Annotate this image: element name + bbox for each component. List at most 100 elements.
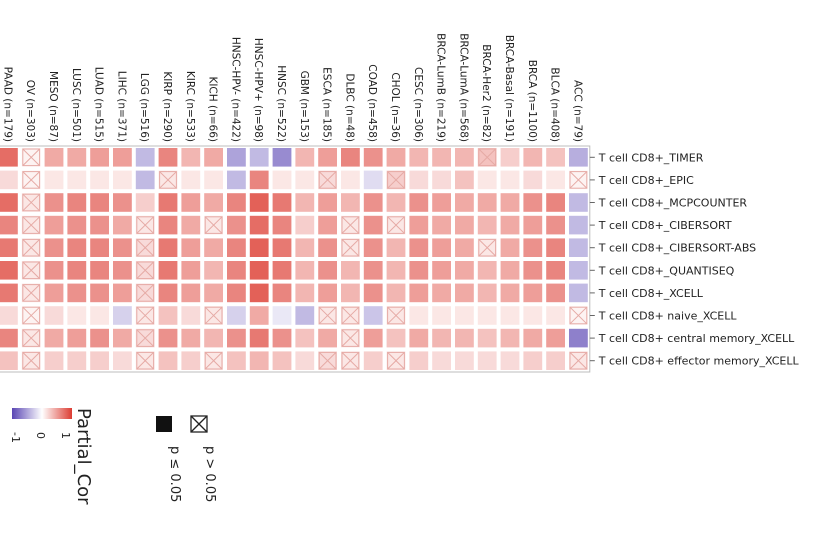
heatmap-cell — [477, 351, 497, 370]
insignificant-cross — [22, 306, 41, 325]
heatmap-cell — [432, 170, 451, 190]
heatmap-cell — [318, 238, 337, 257]
heatmap-cell — [546, 306, 565, 325]
insignificant-cross — [341, 351, 360, 370]
heatmap-cell — [90, 328, 109, 348]
heatmap-cell — [546, 283, 565, 303]
insignificant-cross-line — [478, 239, 496, 257]
heatmap-cell — [204, 328, 223, 348]
heatmap-cell — [227, 261, 246, 280]
heatmap-cell — [409, 283, 429, 303]
column-label: BRCA-LumB (n=219) — [435, 33, 447, 142]
heatmap-cell — [67, 170, 87, 190]
heatmap-cell — [455, 306, 474, 325]
insignificant-cross — [136, 329, 155, 347]
significant-square-icon — [156, 416, 172, 432]
insignificant-cross — [22, 148, 41, 167]
heatmap-cell — [67, 306, 87, 325]
heatmap-cell — [113, 148, 132, 167]
insignificant-cross-line — [387, 306, 405, 325]
heatmap-cell — [455, 351, 474, 370]
heatmap-cell — [181, 283, 201, 303]
heatmap-cell — [455, 170, 474, 190]
heatmap-cell — [523, 306, 543, 325]
heatmap-cell — [523, 283, 543, 303]
insignificant-cross — [341, 306, 360, 325]
insignificant-cross — [318, 351, 337, 370]
insignificant-cross — [478, 238, 497, 257]
insignificant-cross-line — [341, 329, 360, 347]
insignificant-cross — [22, 351, 41, 370]
column-label: BRCA-LumA (n=568) — [457, 33, 469, 142]
heatmap-cell — [318, 328, 337, 348]
heatmap-cell — [249, 170, 269, 190]
heatmap-cell — [67, 351, 87, 370]
heatmap-cell — [67, 261, 87, 280]
heatmap-cell — [249, 215, 269, 235]
heatmap-cell — [113, 215, 132, 235]
insignificant-cross — [204, 351, 223, 370]
heatmap-cell — [386, 148, 406, 167]
heatmap-cell — [546, 215, 565, 235]
heatmap-cell — [386, 261, 406, 280]
insignificant-cross-line — [318, 306, 337, 325]
heatmap-cell — [341, 148, 360, 167]
heatmap-cell — [523, 351, 543, 370]
insignificant-cross-line — [22, 148, 40, 166]
heatmap-cell — [44, 328, 64, 348]
heatmap-cell — [90, 351, 109, 370]
heatmap-cell — [67, 215, 87, 235]
insignificant-cross-line — [159, 171, 177, 189]
insignificant-cross-line — [136, 216, 154, 234]
legend-tick-min: -1 — [9, 432, 22, 443]
heatmap-cell — [181, 306, 201, 325]
row-label: T cell CD8+ naive_XCELL — [598, 310, 738, 323]
column-label: KICH (n=66) — [207, 76, 219, 142]
heatmap-cell — [295, 306, 315, 325]
heatmap-cell — [90, 170, 109, 190]
heatmap-cell — [249, 148, 269, 167]
heatmap-cell — [44, 306, 64, 325]
heatmap-cell — [569, 283, 588, 303]
heatmap-cell — [272, 328, 292, 348]
heatmap-cell — [409, 261, 429, 280]
heatmap-cell — [135, 170, 155, 190]
heatmap-cell — [455, 328, 474, 348]
heatmap-cell — [477, 215, 497, 235]
heatmap-cell — [295, 328, 315, 348]
heatmap-cell — [318, 148, 337, 167]
heatmap-cell — [272, 283, 292, 303]
heatmap-cell — [386, 238, 406, 257]
heatmap-cell — [363, 261, 383, 280]
insignificant-cross — [204, 216, 223, 234]
row-label: T cell CD8+_CIBERSORT — [598, 219, 732, 232]
column-label: BRCA-Her2 (n=82) — [480, 44, 492, 142]
heatmap-cell — [67, 283, 87, 303]
heatmap-cell — [113, 238, 132, 257]
heatmap-cell — [477, 283, 497, 303]
insignificant-cross-line — [478, 148, 496, 166]
column-label: LUAD (n=515) — [93, 67, 105, 142]
insignificant-cross — [318, 171, 337, 189]
heatmap-cell — [432, 351, 451, 370]
insignificant-cross-line — [22, 284, 40, 302]
heatmap-cell — [455, 215, 474, 235]
column-label: OV (n=303) — [24, 80, 36, 142]
heatmap-cell — [181, 193, 201, 212]
insignificant-cross-line — [136, 284, 154, 302]
heatmap-cell — [204, 238, 223, 257]
heatmap-cell — [249, 283, 269, 303]
heatmap-cell — [181, 351, 201, 370]
heatmap-cell — [455, 193, 474, 212]
insignificant-cross-line — [22, 261, 40, 279]
column-label: ESCA (n=185) — [321, 67, 333, 142]
heatmap-cell — [90, 148, 109, 167]
heatmap-cell — [272, 193, 292, 212]
heatmap-cell — [227, 170, 246, 190]
heatmap-cell — [523, 238, 543, 257]
heatmap-cell — [227, 148, 246, 167]
insignificant-cross — [341, 329, 360, 347]
heatmap-cell — [409, 351, 429, 370]
